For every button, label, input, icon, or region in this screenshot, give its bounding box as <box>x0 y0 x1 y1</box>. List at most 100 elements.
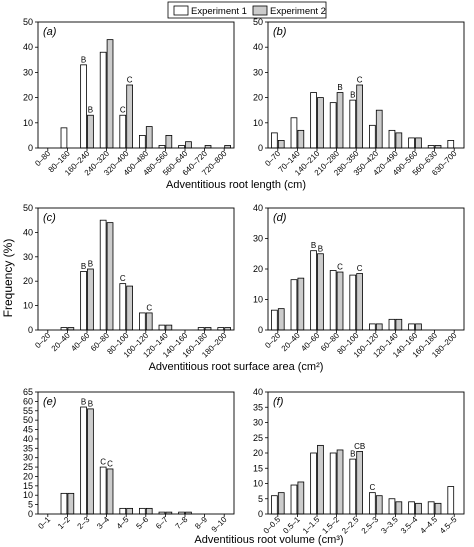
bar-e-experiment-2-3-4 <box>106 468 114 515</box>
y-tick-label-f-30: 30 <box>253 418 263 428</box>
bar-d-experiment-2-100-120 <box>375 323 383 331</box>
significance-label-b-2: C <box>357 76 363 85</box>
bar-a-experiment-1-320-400 <box>119 114 127 149</box>
y-tick-label-e-35: 35 <box>23 443 33 453</box>
chart-panel-f: 0 5 10 15 20 25 30 35 40 0–0.5 0.5–1 1–1.5 1.5–2 2–2.… <box>253 387 465 536</box>
y-tick-label-e-20: 20 <box>23 471 33 481</box>
bar-d-experiment-2-40-60 <box>317 253 324 331</box>
bar-f-experiment-2-2-5-3 <box>375 495 383 515</box>
bar-a-experiment-2-320-400 <box>126 84 133 149</box>
x-tick-label-e-4-5: 4–5 <box>115 515 131 531</box>
bar-e-experiment-1-1-2 <box>60 492 68 515</box>
y-tick-label-e-60: 60 <box>23 396 33 406</box>
bar-b-experiment-2-140-210 <box>317 97 324 149</box>
plot-frame-b <box>267 21 465 149</box>
bar-a-experiment-2-560-640 <box>185 141 192 149</box>
y-tick-label-a-0: 0 <box>28 143 33 153</box>
significance-label-f-2: C <box>369 483 375 492</box>
y-tick-label-b-50: 50 <box>253 17 263 27</box>
y-tick-label-a-10: 10 <box>23 118 33 128</box>
x-tick-label-e-6-7: 6–7 <box>154 515 170 531</box>
bar-e-experiment-2-5-6 <box>145 507 153 515</box>
bar-e-experiment-1-4-5 <box>119 507 127 515</box>
y-tick-label-e-45: 45 <box>23 425 33 435</box>
y-tick-label-f-0: 0 <box>258 509 263 519</box>
bar-c-experiment-1-80-100 <box>119 283 127 331</box>
significance-label-e-1: B <box>88 399 93 408</box>
bar-b-experiment-1-280-350 <box>349 99 357 149</box>
x-tick-label-d-20-40: 20–40 <box>280 331 302 353</box>
y-tick-label-e-40: 40 <box>23 434 33 444</box>
legend-swatch-experiment-1 <box>173 5 189 16</box>
bar-e-experiment-2-4-5 <box>126 507 133 515</box>
bar-a-experiment-2-240-320 <box>106 39 114 149</box>
bar-d-experiment-2-120-140 <box>395 318 403 331</box>
bar-b-experiment-2-210-280 <box>336 92 344 149</box>
y-tick-label-c-0: 0 <box>28 325 33 335</box>
bar-b-experiment-2-350-420 <box>375 109 383 149</box>
x-tick-label-f-3-3-5: 3–3.5 <box>379 515 400 536</box>
bar-d-experiment-2-140-160 <box>415 323 422 331</box>
bar-f-experiment-2-0-5-1 <box>297 481 305 515</box>
bar-b-experiment-1-350-420 <box>369 124 376 149</box>
x-tick-label-e-0-1: 0–1 <box>36 515 52 531</box>
x-tick-label-e-1-2: 1–2 <box>56 515 72 531</box>
bar-f-experiment-1-1-1-5 <box>310 452 317 515</box>
bar-d-experiment-1-60-80 <box>329 270 337 331</box>
bar-f-experiment-2-1-5-2 <box>336 449 344 515</box>
y-tick-label-f-25: 25 <box>253 433 263 443</box>
x-tick-label-e-3-4: 3–4 <box>95 515 111 531</box>
bar-b-experiment-2-280-350 <box>356 84 363 149</box>
x-tick-label-f-4-5-5: 4.5–5 <box>438 515 459 536</box>
y-tick-label-b-0: 0 <box>258 143 263 153</box>
x-tick-label-e-2-3: 2–3 <box>76 515 92 531</box>
bar-b-experiment-1-140-210 <box>310 92 317 149</box>
bar-c-experiment-1-60-80 <box>99 219 107 331</box>
bar-b-experiment-2-420-490 <box>395 132 403 149</box>
bar-f-experiment-1-1-5-2 <box>329 452 337 515</box>
bar-c-experiment-2-80-100 <box>126 285 133 331</box>
y-tick-label-f-40: 40 <box>253 387 263 397</box>
bar-f-experiment-2-3-3-5 <box>395 501 403 515</box>
x-tick-label-e-8-9: 8–9 <box>193 515 209 531</box>
bar-f-experiment-2-4-4-5 <box>434 502 442 515</box>
x-tick-label-f-0-0-5: 0–0.5 <box>262 515 283 536</box>
x-tick-label-c-20-40: 20–40 <box>50 331 72 353</box>
plot-frame-c <box>37 207 235 331</box>
y-tick-label-e-0: 0 <box>28 509 33 519</box>
y-tick-label-c-50: 50 <box>23 203 33 213</box>
x-tick-label-f-2-2-5: 2–2.5 <box>340 515 361 536</box>
bar-e-experiment-2-1-2 <box>67 492 75 515</box>
panel-label-a: (a) <box>43 26 57 38</box>
panel-label-b: (b) <box>273 26 287 38</box>
bar-d-experiment-1-0-20 <box>271 309 278 331</box>
shared-y-axis-label: Frequency (%) <box>1 239 15 318</box>
panel-label-e: (e) <box>43 396 57 408</box>
bar-a-experiment-1-240-320 <box>99 51 107 149</box>
significance-label-f-0: B <box>350 450 355 459</box>
y-tick-label-c-40: 40 <box>23 227 33 237</box>
bar-d-experiment-1-40-60 <box>310 250 317 331</box>
y-tick-label-f-5: 5 <box>258 494 263 504</box>
x-tick-label-f-2-5-3: 2.5–3 <box>360 515 381 536</box>
bar-f-experiment-2-2-2-5 <box>356 451 363 515</box>
y-tick-label-a-20: 20 <box>23 93 33 103</box>
y-tick-label-e-30: 30 <box>23 453 33 463</box>
bar-c-experiment-1-100-120 <box>139 312 146 331</box>
bar-c-experiment-2-120-140 <box>165 324 173 331</box>
x-axis-title-a: Adventitious root length (cm) <box>166 179 306 191</box>
significance-label-d-0: B <box>311 241 316 250</box>
x-axis-title-c: Adventitious root surface area (cm²) <box>149 361 324 373</box>
legend-box <box>167 1 327 19</box>
bar-b-experiment-1-490-560 <box>408 137 415 149</box>
legend-label-experiment-1: Experiment 1 <box>191 6 247 17</box>
significance-label-e-2: C <box>100 458 106 467</box>
bar-b-experiment-1-210-280 <box>329 102 337 149</box>
bar-b-experiment-1-0-70 <box>271 132 278 149</box>
bar-f-experiment-1-2-2-5 <box>349 458 357 515</box>
y-tick-label-e-50: 50 <box>23 415 33 425</box>
x-tick-label-f-0-5-1: 0.5–1 <box>281 515 302 536</box>
y-tick-label-d-0: 0 <box>258 325 263 335</box>
y-tick-label-a-30: 30 <box>23 67 33 77</box>
chart-panel-b: 010203040500–7070–140140–210210–280280–3… <box>253 17 465 177</box>
